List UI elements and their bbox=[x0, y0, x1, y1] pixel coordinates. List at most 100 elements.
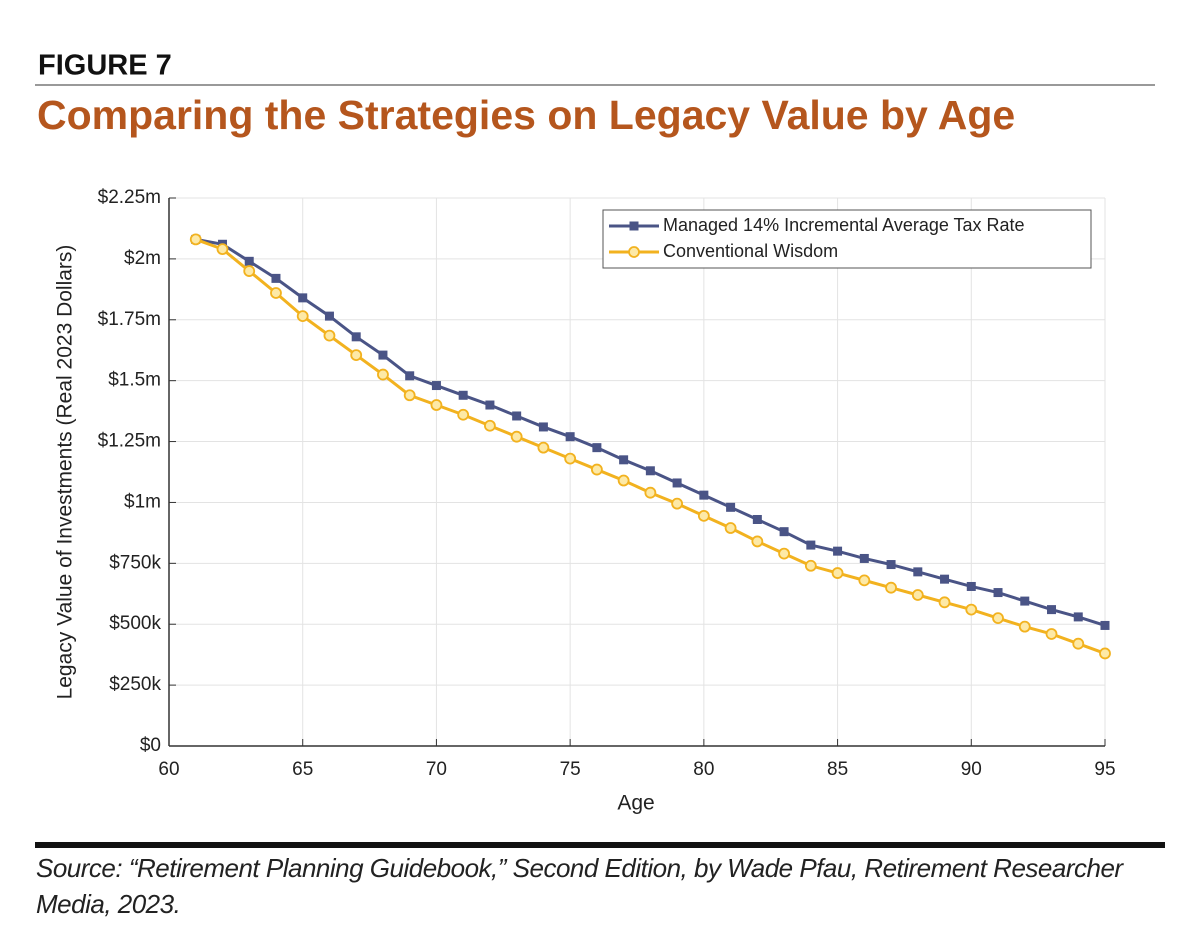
data-point bbox=[1100, 620, 1110, 630]
y-tick-label: $2.25m bbox=[98, 187, 161, 208]
figure-label: FIGURE 7 bbox=[38, 50, 172, 82]
data-point bbox=[885, 581, 897, 594]
data-point bbox=[351, 332, 361, 342]
data-point bbox=[938, 596, 951, 609]
data-point bbox=[403, 389, 416, 402]
data-point bbox=[1020, 596, 1030, 606]
legend-marker bbox=[628, 246, 640, 258]
data-point bbox=[831, 567, 844, 579]
data-point bbox=[1047, 605, 1057, 615]
data-point bbox=[298, 293, 308, 303]
data-point bbox=[510, 430, 523, 443]
data-point bbox=[671, 497, 684, 510]
y-axis-label: Legacy Value of Investments (Real 2023 D… bbox=[54, 245, 77, 700]
y-tick-label: $1.5m bbox=[108, 370, 161, 391]
data-point bbox=[512, 411, 522, 421]
x-tick-label: 70 bbox=[426, 759, 447, 780]
data-point bbox=[672, 478, 682, 488]
plot-area bbox=[169, 198, 1105, 746]
data-point bbox=[1018, 620, 1031, 633]
y-tick-label: $750k bbox=[109, 552, 161, 573]
data-point bbox=[457, 408, 470, 421]
data-point bbox=[699, 490, 709, 500]
data-point bbox=[405, 371, 415, 381]
legend-box bbox=[602, 209, 1092, 269]
x-tick-label: 95 bbox=[1094, 759, 1115, 780]
legend-marker bbox=[629, 221, 639, 231]
data-point bbox=[590, 463, 603, 476]
y-tick-label: $1.75m bbox=[98, 309, 161, 330]
data-point bbox=[538, 422, 548, 432]
data-point bbox=[1072, 637, 1085, 650]
x-tick-label: 60 bbox=[158, 759, 179, 780]
data-point bbox=[940, 574, 950, 584]
data-point bbox=[485, 400, 495, 410]
data-point bbox=[565, 432, 575, 442]
data-point bbox=[966, 581, 976, 591]
data-point bbox=[1045, 628, 1058, 640]
data-point bbox=[806, 540, 816, 550]
data-point bbox=[617, 474, 630, 487]
data-point bbox=[270, 287, 282, 299]
data-point bbox=[458, 390, 468, 400]
data-point bbox=[913, 567, 923, 577]
data-point bbox=[993, 588, 1003, 598]
data-point bbox=[350, 349, 363, 361]
data-point bbox=[564, 452, 577, 465]
x-tick-label: 75 bbox=[560, 759, 581, 780]
y-tick-label: $2m bbox=[124, 248, 161, 269]
data-point bbox=[644, 486, 657, 499]
data-point bbox=[965, 603, 978, 616]
x-tick-label: 90 bbox=[961, 759, 982, 780]
data-point bbox=[430, 399, 443, 411]
data-point bbox=[189, 233, 202, 246]
data-point bbox=[619, 455, 629, 465]
data-point bbox=[377, 368, 389, 381]
data-point bbox=[645, 466, 655, 476]
y-tick-label: $1m bbox=[124, 491, 161, 512]
chart-title: Comparing the Strategies on Legacy Value… bbox=[37, 92, 1015, 138]
data-point bbox=[1073, 612, 1083, 622]
y-tick-label: $0 bbox=[140, 735, 161, 756]
x-tick-label: 80 bbox=[693, 759, 714, 780]
legend-label: Managed 14% Incremental Average Tax Rate bbox=[663, 215, 1025, 235]
data-point bbox=[726, 502, 736, 512]
legend-label: Conventional Wisdom bbox=[663, 241, 838, 261]
y-tick-label: $250k bbox=[109, 674, 161, 695]
data-point bbox=[1099, 647, 1111, 660]
data-point bbox=[751, 535, 764, 548]
data-point bbox=[858, 574, 871, 587]
legend: Managed 14% Incremental Average Tax Rate… bbox=[602, 209, 1092, 269]
y-tick-label: $500k bbox=[109, 613, 161, 634]
data-point bbox=[243, 265, 256, 277]
data-point bbox=[752, 514, 762, 524]
data-point bbox=[484, 419, 496, 432]
data-point bbox=[992, 612, 1004, 625]
data-point bbox=[697, 509, 710, 522]
data-point bbox=[592, 443, 602, 453]
data-point bbox=[911, 589, 924, 601]
data-point bbox=[724, 522, 737, 534]
y-tick-label: $1.25m bbox=[98, 431, 161, 452]
data-point bbox=[859, 553, 869, 563]
data-point bbox=[833, 546, 843, 556]
data-point bbox=[271, 273, 281, 283]
data-point bbox=[804, 559, 817, 572]
data-point bbox=[216, 243, 229, 256]
data-point bbox=[323, 329, 336, 342]
data-point bbox=[886, 560, 896, 570]
data-point bbox=[244, 256, 254, 266]
data-point bbox=[324, 311, 334, 321]
x-tick-label: 65 bbox=[292, 759, 313, 780]
source-note: Source: “Retirement Planning Guidebook,”… bbox=[36, 853, 1123, 919]
data-point bbox=[431, 381, 441, 391]
data-point bbox=[779, 527, 789, 537]
data-point bbox=[296, 310, 309, 323]
data-point bbox=[378, 350, 388, 360]
x-axis-label: Age bbox=[617, 792, 654, 815]
data-point bbox=[537, 441, 550, 454]
data-point bbox=[778, 547, 790, 560]
x-tick-label: 85 bbox=[827, 759, 848, 780]
